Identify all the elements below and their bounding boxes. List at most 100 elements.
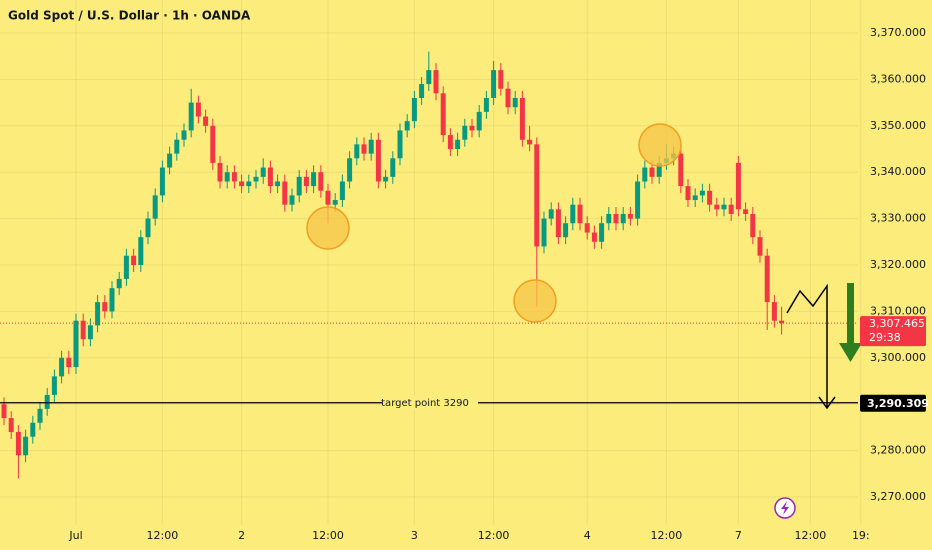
candle-body	[570, 204, 576, 224]
target-badge-label: 3,290.309	[867, 397, 929, 410]
candle-body	[37, 408, 43, 423]
candle-body	[591, 232, 597, 242]
candle-body	[649, 167, 655, 177]
candle-body	[512, 97, 518, 108]
candle-body	[87, 325, 93, 340]
candle-body	[102, 302, 108, 312]
candle-body	[779, 320, 785, 324]
y-tick-label: 3,370.000	[870, 26, 926, 39]
candle-body	[584, 223, 590, 233]
candle-body	[771, 302, 777, 321]
candle-body	[527, 139, 533, 145]
target-text-bg	[382, 395, 478, 410]
candle-body	[728, 204, 734, 214]
y-tick-label: 3,360.000	[870, 72, 926, 85]
candle-body	[289, 195, 295, 205]
last-price-badge	[860, 316, 926, 347]
candle-body	[498, 70, 504, 89]
candle-body	[404, 121, 410, 131]
annotation-circle	[513, 279, 557, 323]
candle-body	[563, 223, 569, 238]
x-tick-label: 7	[735, 529, 742, 542]
candles	[1, 51, 785, 479]
countdown-label: 29:38	[869, 331, 901, 344]
candle-body	[8, 418, 14, 433]
event-icon-bolt	[781, 501, 789, 515]
candle-body	[95, 302, 101, 326]
candle-body	[282, 181, 288, 205]
x-tick-label: 12:00	[147, 529, 179, 542]
candle-body	[275, 181, 281, 187]
candle-body	[66, 357, 72, 368]
candle-body	[260, 167, 266, 177]
candle-body	[707, 190, 713, 205]
candle-body	[375, 139, 381, 182]
candle-body	[217, 162, 223, 182]
candle-body	[246, 181, 252, 187]
annotation-circle	[306, 206, 350, 250]
candle-body	[239, 181, 245, 187]
candle-body	[210, 125, 216, 163]
candle-body	[354, 144, 360, 159]
down-arrow	[839, 283, 862, 362]
candle-body	[1, 404, 7, 419]
candle-body	[685, 186, 691, 201]
candle-body	[15, 432, 21, 456]
candle-body	[555, 209, 561, 238]
candle-body	[440, 93, 446, 136]
candle-body	[138, 237, 144, 265]
candle-body	[23, 436, 29, 456]
candle-body	[548, 209, 554, 219]
x-tick-label: 19:	[852, 529, 870, 542]
candle-body	[476, 111, 482, 131]
candle-body	[577, 204, 583, 224]
candle-body	[599, 223, 605, 242]
candle-body	[714, 204, 720, 210]
candle-body	[462, 125, 468, 140]
candle-body	[368, 139, 374, 154]
candle-body	[419, 84, 425, 98]
chart-title: Gold Spot / U.S. Dollar · 1h · OANDA	[8, 9, 251, 23]
y-tick-label: 3,270.000	[870, 490, 926, 503]
candle-body	[80, 320, 86, 340]
candle-body	[73, 320, 79, 368]
x-tick-label: 2	[238, 529, 245, 542]
candle-body	[613, 213, 619, 224]
candle-body	[764, 255, 770, 303]
target-text: target point 3290	[381, 398, 469, 409]
annotation-circle	[638, 123, 682, 167]
candle-body	[224, 172, 230, 182]
candle-body	[642, 167, 648, 182]
candle-body	[390, 158, 396, 177]
candle-body	[433, 70, 439, 94]
candle-body	[721, 204, 727, 210]
candle-body	[656, 162, 662, 177]
candle-body	[635, 181, 641, 219]
candle-body	[296, 176, 302, 196]
overlay	[306, 123, 862, 519]
candle-body	[339, 181, 345, 201]
candle-body	[318, 172, 324, 191]
candle-body	[145, 218, 151, 238]
candle-body	[131, 255, 137, 265]
candle-body	[735, 162, 741, 210]
candle-body	[469, 125, 475, 131]
candle-body	[253, 176, 259, 182]
candle-body	[181, 130, 187, 140]
candle-body	[743, 209, 749, 214]
candle-body	[116, 278, 122, 289]
candle-body	[455, 139, 461, 149]
y-tick-label: 3,340.000	[870, 165, 926, 178]
candle-body	[627, 213, 633, 219]
y-tick-label: 3,310.000	[870, 304, 926, 317]
candle-body	[606, 213, 612, 224]
candle-body	[505, 88, 511, 108]
candle-body	[383, 176, 389, 182]
candle-body	[325, 190, 331, 205]
candle-body	[51, 376, 57, 395]
axes: 3,270.0003,280.0003,290.0003,300.0003,31…	[0, 26, 929, 542]
y-tick-label: 3,350.000	[870, 119, 926, 132]
candle-body	[483, 97, 489, 112]
